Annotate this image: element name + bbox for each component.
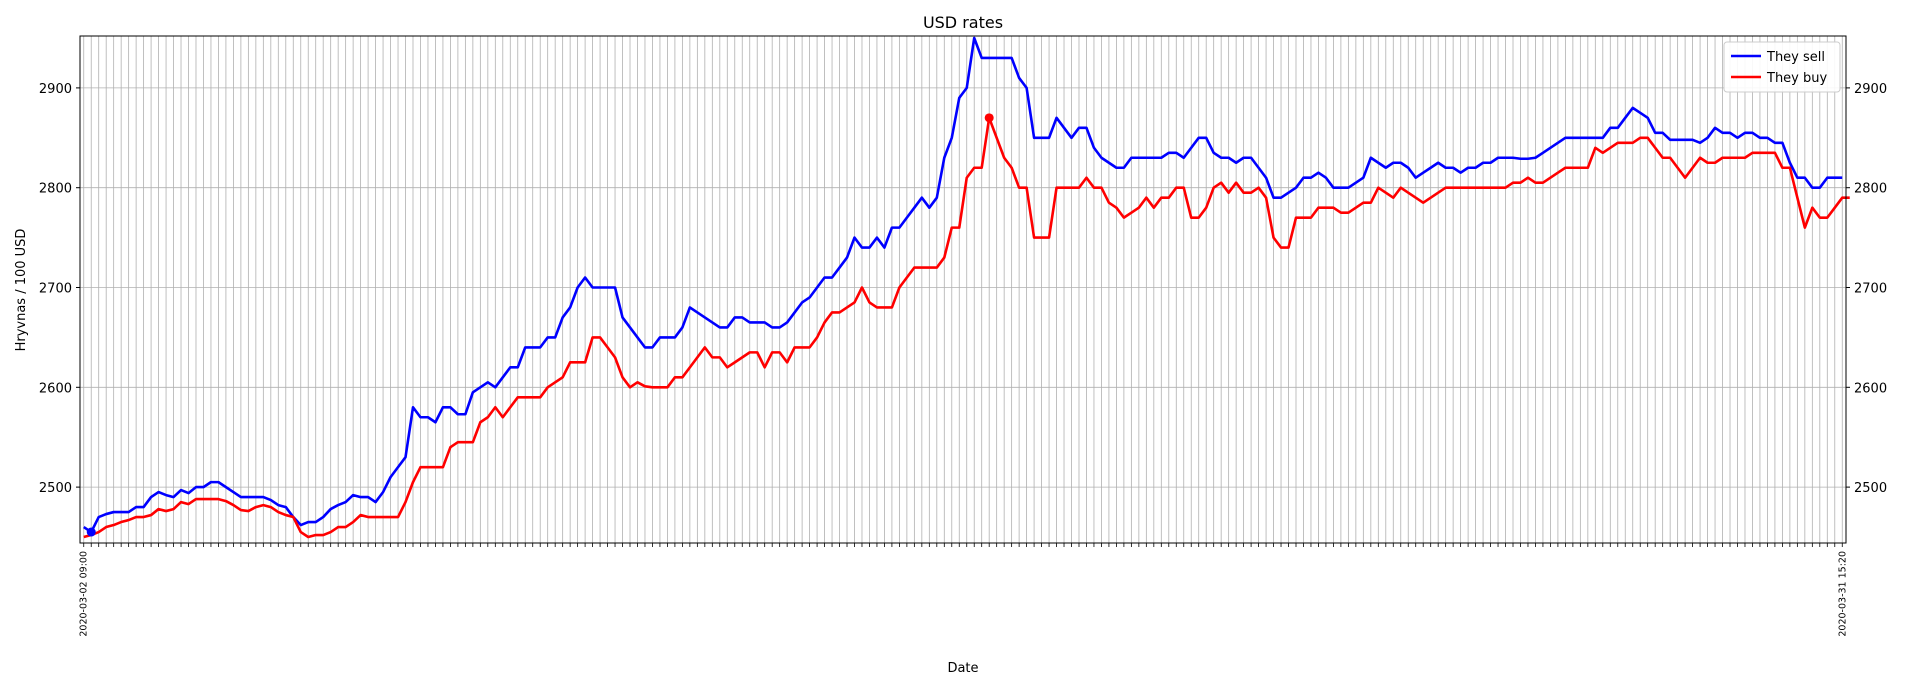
- x-tick-label: 2020-03-02 09:00: [79, 551, 90, 637]
- series-layer: [83, 36, 1850, 539]
- legend: They sell They buy: [1723, 41, 1841, 93]
- y-tick-label-right: 2700: [1854, 282, 1887, 297]
- plot-frame: [79, 35, 1847, 544]
- y-axis-label: Hryvnas / 100 USD: [14, 229, 29, 352]
- plot-area: [80, 36, 1846, 543]
- x-axis-ticks: 2020-03-02 09:00 2020-03-31 15:20: [79, 543, 1848, 637]
- x-tick-label: 2020-03-31 15:20: [1837, 551, 1848, 637]
- y-tick-label-right: 2500: [1854, 481, 1887, 496]
- series-line-they-sell: [83, 36, 1843, 534]
- y-tick-label-right: 2900: [1854, 82, 1887, 97]
- marker-they-buy: [984, 113, 994, 123]
- x-axis-label: Date: [947, 661, 978, 676]
- y-tick-label-left: 2600: [39, 381, 72, 396]
- y-tick-label-left: 2800: [39, 182, 72, 197]
- legend-box: [1723, 41, 1841, 93]
- series-line-they-buy: [83, 116, 1850, 539]
- legend-label-they-buy: They buy: [1766, 71, 1827, 86]
- y-tick-label-left: 2700: [39, 282, 72, 297]
- y-axis-ticks: 2500 2500 2600 2600 2700 2700 2800 2800 2900 2900: [39, 82, 1887, 496]
- y-tick-label-right: 2600: [1854, 381, 1887, 396]
- y-tick-label-left: 2500: [39, 481, 72, 496]
- marker-they-sell: [86, 527, 96, 537]
- chart-title: USD rates: [923, 13, 1003, 32]
- legend-label-they-sell: They sell: [1766, 50, 1825, 65]
- y-tick-label-left: 2900: [39, 82, 72, 97]
- y-tick-label-right: 2800: [1854, 182, 1887, 197]
- grid-lines: [80, 36, 1846, 543]
